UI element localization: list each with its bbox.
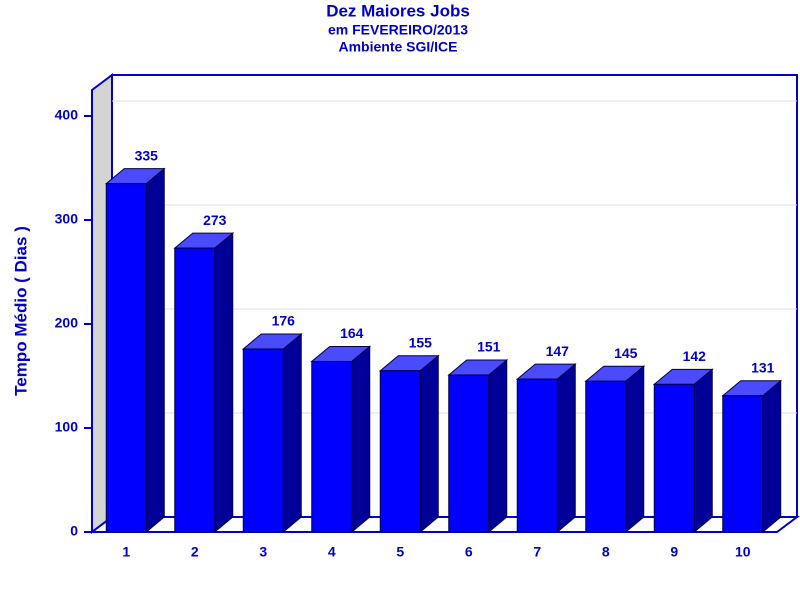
bar-side <box>625 365 645 534</box>
bar-front <box>242 348 284 533</box>
x-tick-label: 1 <box>122 544 130 560</box>
bar-side <box>693 368 713 534</box>
bar-front <box>105 183 147 533</box>
x-tick-label: 7 <box>533 544 541 560</box>
bar-front <box>311 360 353 533</box>
bar <box>241 332 303 534</box>
data-label: 151 <box>477 339 501 355</box>
bar-front <box>722 395 764 533</box>
data-label: 131 <box>751 359 775 375</box>
x-tick-label: 2 <box>191 544 199 560</box>
y-tick-label: 300 <box>55 211 79 227</box>
bar-side <box>282 332 302 534</box>
y-tick-label: 200 <box>55 315 79 331</box>
bar-front <box>653 383 695 533</box>
bar-front <box>585 380 627 533</box>
x-tick-label: 10 <box>735 544 751 560</box>
bar <box>310 345 372 534</box>
data-label: 155 <box>409 335 433 351</box>
y-tick-label: 100 <box>55 419 79 435</box>
data-label: 176 <box>272 313 296 329</box>
chart-subtitle: Ambiente SGI/ICE <box>338 39 457 55</box>
data-label: 145 <box>614 345 638 361</box>
data-label: 142 <box>683 348 707 364</box>
x-tick-label: 9 <box>670 544 678 560</box>
data-label: 273 <box>203 212 227 228</box>
bar-side <box>419 354 439 534</box>
y-tick-label: 0 <box>70 523 78 539</box>
chart-subtitle: em FEVEREIRO/2013 <box>328 22 468 38</box>
x-tick-label: 8 <box>602 544 610 560</box>
bar <box>515 363 577 534</box>
bar-side <box>488 358 508 534</box>
data-label: 164 <box>340 325 364 341</box>
x-tick-label: 3 <box>259 544 267 560</box>
y-tick-label: 400 <box>55 107 79 123</box>
bar-side <box>214 232 234 534</box>
bar <box>447 358 509 534</box>
bar <box>721 379 783 534</box>
bar-side <box>556 363 576 534</box>
bar <box>104 167 166 534</box>
data-label: 335 <box>135 147 159 163</box>
x-tick-label: 6 <box>465 544 473 560</box>
bar-front <box>448 374 490 533</box>
bar-side <box>351 345 371 534</box>
bar <box>173 232 235 534</box>
bar-side <box>145 167 165 534</box>
bar-front <box>516 378 558 533</box>
data-label: 147 <box>546 343 570 359</box>
bar-front <box>174 247 216 533</box>
x-tick-label: 5 <box>396 544 404 560</box>
chart-title: Dez Maiores Jobs <box>326 1 470 20</box>
y-axis-label: Tempo Médio ( Dias ) <box>11 226 30 396</box>
bar <box>652 368 714 534</box>
bar <box>378 354 440 534</box>
bar <box>584 365 646 534</box>
bar-side <box>762 379 782 534</box>
x-tick-label: 4 <box>328 544 336 560</box>
bar-front <box>379 370 421 533</box>
